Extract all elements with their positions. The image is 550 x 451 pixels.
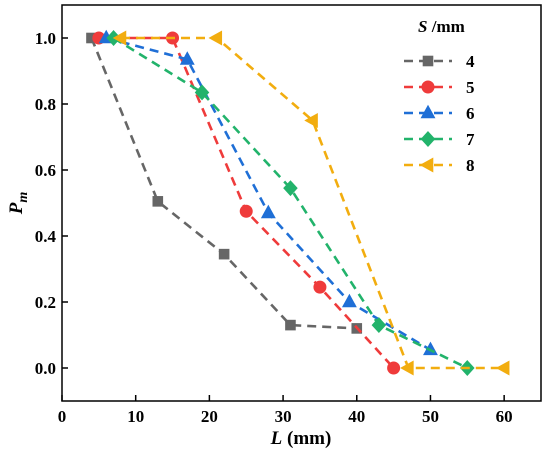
series-layer <box>86 29 510 376</box>
square-marker <box>152 196 164 207</box>
series-line <box>121 36 505 370</box>
diamond-marker <box>371 317 387 334</box>
triangle-left-marker <box>419 157 434 173</box>
series-line <box>112 36 468 370</box>
legend-label: 5 <box>466 78 475 97</box>
axes: 0 10 20 30 40 50 60 0.0 0.2 0.4 0.6 0.8 1.0 <box>35 29 513 426</box>
y-tick-label: 0.8 <box>35 95 56 114</box>
triangle-up-marker <box>341 293 357 308</box>
diamond-marker <box>194 84 210 101</box>
y-axis-subscript: m <box>16 192 31 203</box>
y-axis-variable: P <box>6 202 27 215</box>
triangle-left-marker <box>304 113 318 128</box>
x-tick-label: 40 <box>348 407 365 426</box>
legend-label: 4 <box>466 52 475 71</box>
triangle-up-marker <box>420 104 436 119</box>
circle-marker <box>313 280 327 294</box>
triangle-up-marker <box>260 204 276 219</box>
legend: 4 5 6 7 8 <box>404 52 475 175</box>
legend-label: 8 <box>466 156 475 175</box>
x-tick-label: 20 <box>201 407 218 426</box>
plot-frame <box>61 4 542 402</box>
y-tick-label: 0.0 <box>35 359 56 378</box>
square-marker <box>285 319 296 331</box>
legend-label: 7 <box>466 130 475 149</box>
triangle-left-marker <box>400 360 414 376</box>
x-axis-title: L (mm) <box>270 428 332 449</box>
legend-title: S /mm <box>418 17 465 36</box>
triangle-left-marker <box>112 30 127 46</box>
x-axis-variable: L <box>270 428 283 449</box>
triangle-up-marker <box>179 51 195 65</box>
x-tick-label: 10 <box>127 407 144 426</box>
legend-item: 5 <box>404 78 475 97</box>
triangle-left-marker <box>208 30 223 46</box>
legend-label: 6 <box>466 104 475 123</box>
y-tick-label: 0.6 <box>35 161 56 180</box>
x-tick-label: 30 <box>275 407 292 426</box>
legend-title-variable: S <box>418 17 427 36</box>
diamond-marker <box>283 180 298 197</box>
circle-marker <box>239 204 253 218</box>
triangle-left-marker <box>495 360 510 376</box>
y-tick-label: 0.2 <box>35 293 56 312</box>
series-8 <box>112 30 510 376</box>
diamond-marker <box>420 131 436 147</box>
series-5 <box>92 31 401 375</box>
circle-marker <box>421 80 435 94</box>
legend-item: 6 <box>404 104 475 123</box>
square-marker <box>218 248 230 260</box>
x-tick-label: 50 <box>422 407 439 426</box>
x-axis-unit: (mm) <box>282 428 331 449</box>
circle-marker <box>387 361 401 375</box>
y-axis-title: Pm <box>6 192 31 216</box>
y-tick-label: 1.0 <box>35 29 56 48</box>
y-tick-label: 0.4 <box>35 227 57 246</box>
legend-title-unit: /mm <box>427 17 464 36</box>
legend-item: 4 <box>404 52 475 71</box>
legend-item: 8 <box>404 156 475 175</box>
x-tick-label: 0 <box>58 407 67 426</box>
legend-item: 7 <box>404 130 475 149</box>
x-tick-label: 60 <box>496 407 513 426</box>
square-marker <box>422 55 434 67</box>
series-line <box>98 36 395 369</box>
series-6 <box>98 29 438 356</box>
